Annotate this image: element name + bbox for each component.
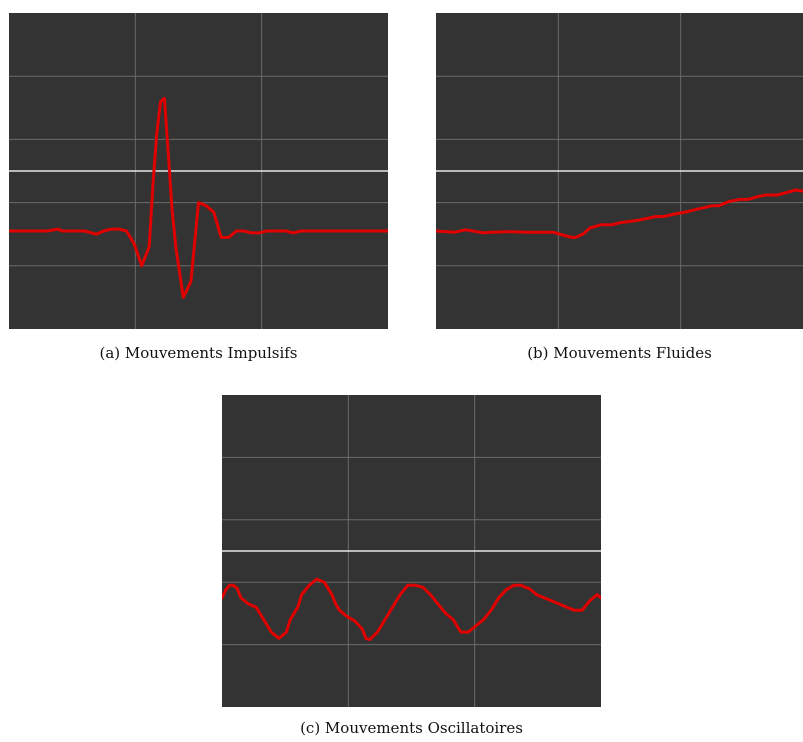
caption: (b) Mouvements Fluides [527, 344, 712, 362]
caption: (a) Mouvements Impulsifs [99, 344, 298, 362]
panel-oscillatory: (c) Mouvements Oscillatoires [222, 395, 601, 742]
caption: (c) Mouvements Oscillatoires [300, 719, 523, 737]
scope-plot [222, 395, 601, 707]
signal-line [436, 188, 803, 239]
scope-plot [436, 13, 803, 329]
scope-plot [9, 13, 388, 329]
signal-line [9, 96, 388, 299]
panel-impulsive: (a) Mouvements Impulsifs [9, 13, 388, 373]
signal-line [222, 577, 601, 642]
panel-fluid: (b) Mouvements Fluides [436, 13, 803, 373]
